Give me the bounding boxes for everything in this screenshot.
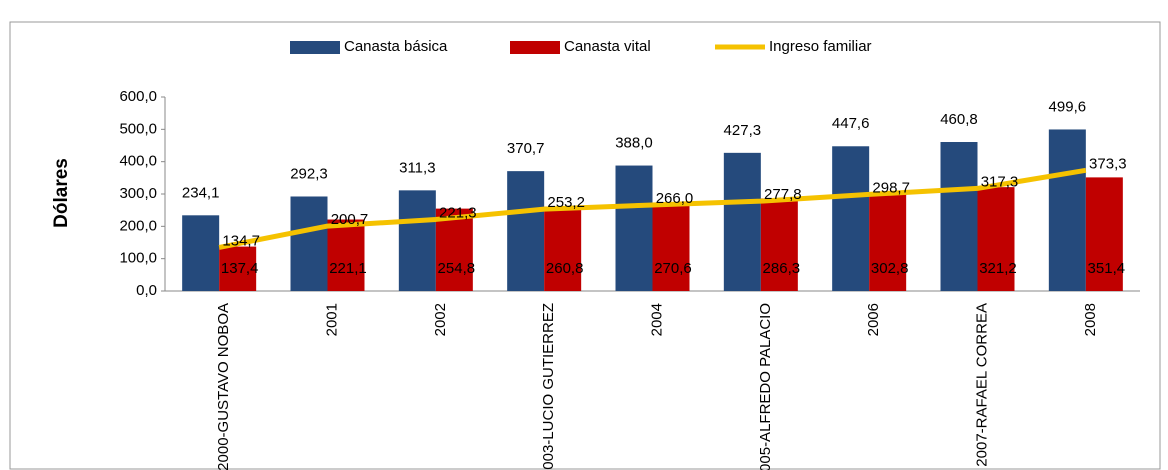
bar — [182, 215, 220, 291]
y-tick-label: 400,0 — [119, 153, 157, 170]
data-label: 200,7 — [331, 211, 369, 228]
bar — [544, 206, 582, 291]
data-label: 351,4 — [1088, 260, 1126, 277]
y-tick-label: 0,0 — [136, 282, 157, 299]
data-label: 292,3 — [290, 165, 328, 182]
data-label: 460,8 — [940, 111, 978, 128]
legend-swatch — [290, 41, 340, 54]
bar — [1085, 177, 1123, 291]
x-tick-label: 2007-RAFAEL CORREA — [973, 303, 990, 467]
legend-swatch — [510, 41, 560, 54]
bar — [832, 146, 870, 291]
y-tick-label: 200,0 — [119, 217, 157, 234]
bar — [290, 196, 328, 291]
data-label: 427,3 — [724, 122, 762, 139]
data-label: 234,1 — [182, 184, 220, 201]
y-tick-label: 500,0 — [119, 120, 157, 137]
data-label: 370,7 — [507, 140, 545, 157]
x-tick-label: 2005-ALFREDO PALACIO — [757, 303, 774, 470]
data-label: 447,6 — [832, 115, 870, 132]
y-tick-label: 300,0 — [119, 185, 157, 202]
bar — [435, 208, 473, 291]
data-label: 317,3 — [981, 173, 1019, 190]
data-label: 270,6 — [654, 260, 692, 277]
x-tick-label: 2006 — [865, 303, 882, 336]
data-label: 286,3 — [763, 260, 801, 277]
bar — [652, 203, 690, 291]
data-label: 311,3 — [399, 159, 435, 176]
data-label: 373,3 — [1089, 155, 1127, 172]
bar — [977, 187, 1015, 291]
data-label: 277,8 — [764, 186, 802, 203]
data-label: 254,8 — [438, 260, 476, 277]
legend-label: Canasta básica — [344, 38, 448, 55]
data-label: 302,8 — [871, 260, 909, 277]
x-tick-label: 2004 — [648, 303, 665, 336]
legend-label: Canasta vital — [564, 38, 651, 55]
data-label: 134,7 — [222, 232, 260, 249]
data-label: 388,0 — [615, 135, 653, 152]
y-axis-title: Dólares — [51, 158, 72, 228]
data-label: 221,1 — [329, 260, 367, 277]
y-tick-label: 100,0 — [119, 250, 157, 267]
bar — [507, 171, 545, 291]
x-tick-label: 2000-GUSTAVO NOBOA — [215, 303, 232, 470]
bar — [723, 152, 761, 291]
data-label: 266,0 — [656, 190, 694, 207]
bar — [398, 190, 436, 291]
data-label: 499,6 — [1049, 98, 1087, 115]
y-tick-label: 600,0 — [119, 88, 157, 105]
bar — [615, 165, 653, 291]
x-tick-label: 2008 — [1082, 303, 1099, 336]
x-tick-label: 2001 — [323, 303, 340, 336]
data-label: 260,8 — [546, 260, 584, 277]
x-tick-label: 2003-LUCIO GUTIERREZ — [540, 303, 557, 470]
data-label: 321,2 — [979, 260, 1017, 277]
data-label: 221,3 — [439, 204, 477, 221]
bar — [760, 198, 798, 291]
bar — [869, 193, 907, 291]
x-tick-label: 2002 — [432, 303, 449, 336]
bar — [327, 219, 365, 291]
bar — [219, 246, 257, 291]
data-label: 253,2 — [547, 194, 585, 211]
data-label: 137,4 — [221, 260, 259, 277]
line — [218, 167, 1087, 250]
bar — [1048, 129, 1086, 291]
data-label: 298,7 — [872, 179, 910, 196]
legend-label: Ingreso familiar — [769, 38, 872, 55]
bar — [940, 142, 978, 291]
